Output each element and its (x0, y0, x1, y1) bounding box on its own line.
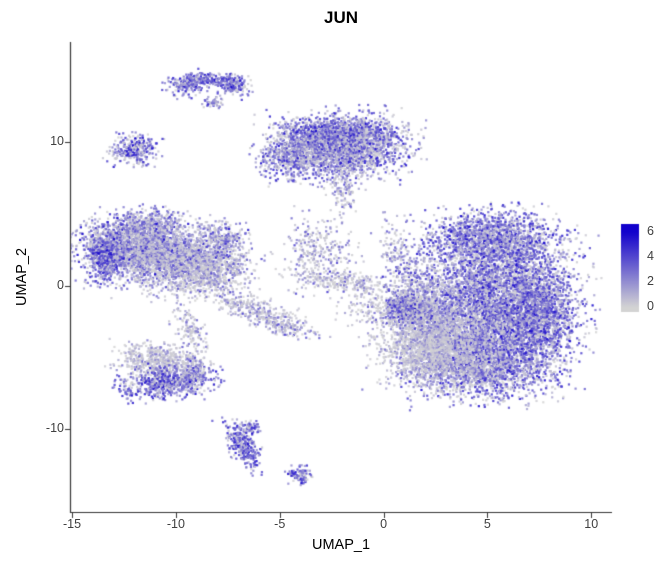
plot-title: JUN (323, 8, 358, 27)
y-axis-label: UMAP_2 (14, 247, 30, 307)
x-axis-label: UMAP_1 (311, 537, 371, 553)
